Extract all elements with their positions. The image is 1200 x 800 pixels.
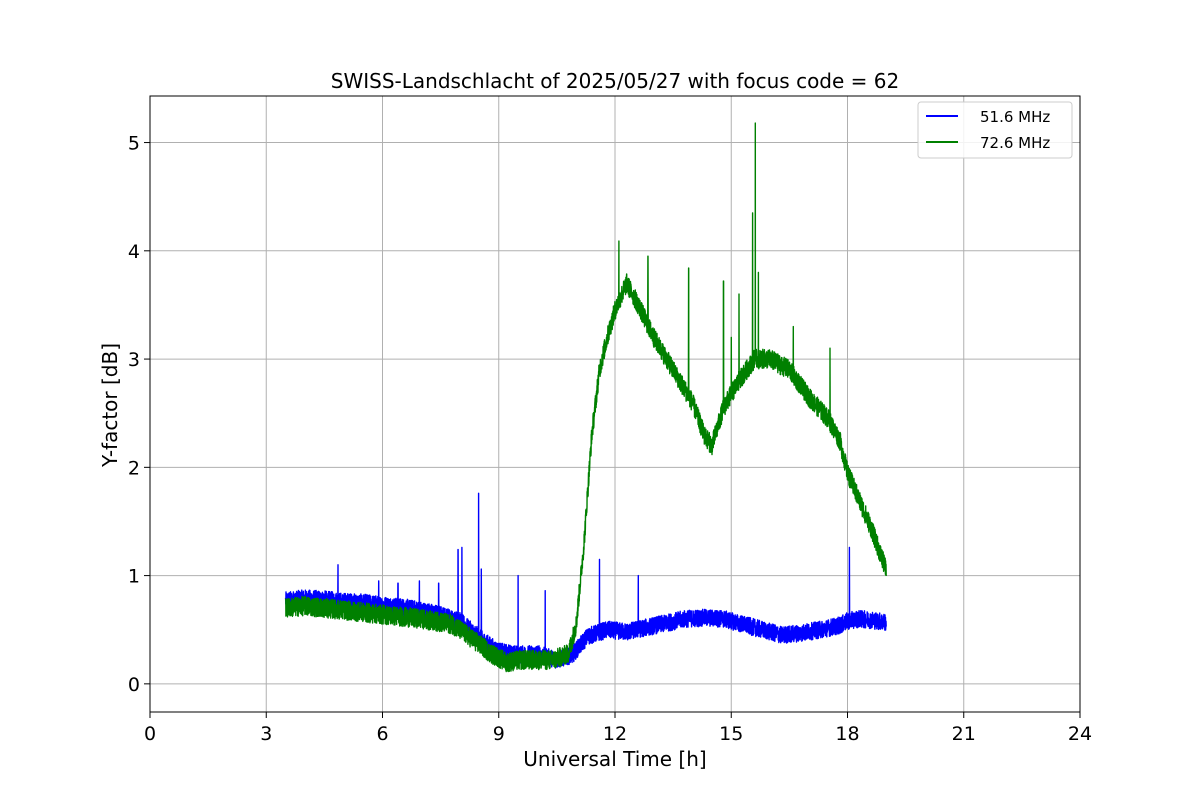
legend-label: 72.6 MHz xyxy=(980,134,1050,152)
x-tick-label: 18 xyxy=(835,723,859,745)
y-tick-label: 5 xyxy=(128,133,140,155)
x-tick-label: 3 xyxy=(260,723,272,745)
x-axis-label: Universal Time [h] xyxy=(523,747,706,771)
series-line-2 xyxy=(284,122,887,673)
y-tick-label: 2 xyxy=(128,457,140,479)
x-tick-label: 24 xyxy=(1068,723,1092,745)
y-tick-label: 0 xyxy=(128,674,140,696)
y-axis-label: Y-factor [dB] xyxy=(98,343,122,468)
x-tick-label: 21 xyxy=(952,723,976,745)
x-tick-label: 15 xyxy=(719,723,743,745)
y-tick-label: 3 xyxy=(128,349,140,371)
legend: 51.6 MHz 72.6 MHz xyxy=(917,101,1073,159)
chart-title: SWISS-Landschlacht of 2025/05/27 with fo… xyxy=(331,69,899,93)
x-tick-label: 6 xyxy=(376,723,388,745)
y-tick-label: 4 xyxy=(128,241,140,263)
y-tick-label: 1 xyxy=(128,566,140,588)
x-tick-label: 12 xyxy=(603,723,627,745)
x-tick-label: 9 xyxy=(493,723,505,745)
legend-label: 51.6 MHz xyxy=(980,108,1050,126)
plot-series xyxy=(284,122,887,673)
x-tick-label: 0 xyxy=(144,723,156,745)
